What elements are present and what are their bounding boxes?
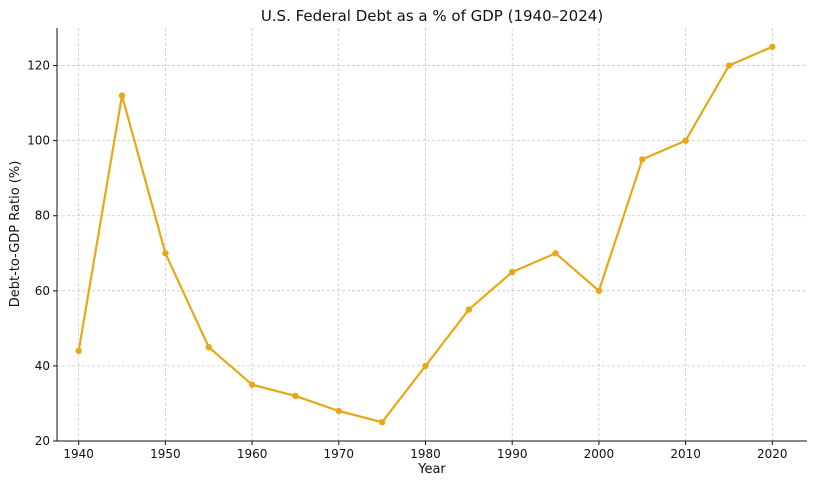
y-axis-label: Debt-to-GDP Ratio (%): [8, 161, 23, 308]
data-point: [595, 287, 603, 295]
x-tick-label: 2010: [670, 447, 701, 461]
data-point: [378, 419, 386, 426]
chart-title: U.S. Federal Debt as a % of GDP (1940–20…: [261, 7, 603, 25]
data-point: [248, 381, 256, 388]
data-point: [465, 306, 473, 313]
data-point: [292, 392, 299, 400]
x-tick-label: 1980: [410, 447, 441, 461]
data-point: [682, 137, 689, 144]
y-tick-label: 20: [35, 434, 50, 448]
data-point: [205, 343, 212, 351]
axes: [56, 28, 807, 442]
data-point: [75, 347, 82, 355]
y-axis-ticks: 20 40 60 80 100 120: [27, 59, 57, 448]
data-point: [769, 43, 776, 50]
data-point: [725, 62, 733, 69]
data-point: [118, 92, 126, 99]
y-tick-label: 100: [27, 134, 50, 148]
series-group: [75, 43, 776, 426]
data-point: [552, 250, 559, 257]
x-tick-label: 1960: [237, 447, 268, 461]
y-tick-label: 40: [35, 359, 50, 373]
y-tick-label: 60: [35, 284, 50, 298]
x-tick-label: 1990: [497, 447, 528, 461]
data-point: [162, 250, 169, 257]
data-point: [639, 156, 646, 163]
x-tick-label: 2000: [584, 447, 615, 461]
x-tick-label: 2020: [757, 447, 788, 461]
x-tick-label: 1970: [324, 447, 355, 461]
data-point: [422, 362, 429, 370]
x-tick-label: 1950: [150, 447, 181, 461]
x-axis-ticks: 1940 1950 1960 1970 1980 1990 2000 2010 2020: [63, 441, 788, 461]
grid: [57, 28, 807, 441]
data-point: [509, 268, 516, 276]
x-tick-label: 1940: [63, 447, 94, 461]
data-point: [335, 407, 342, 415]
y-tick-label: 120: [27, 59, 50, 73]
y-tick-label: 80: [35, 209, 50, 223]
x-axis-label: Year: [417, 462, 446, 477]
